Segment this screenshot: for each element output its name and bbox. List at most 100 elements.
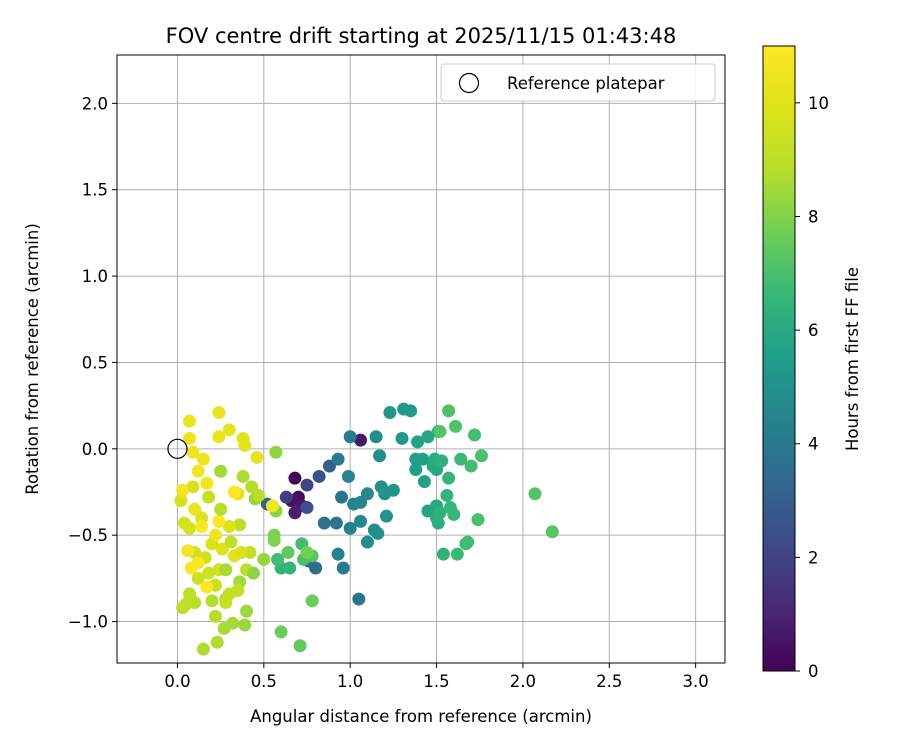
data-points	[174, 402, 559, 656]
data-point	[436, 547, 450, 561]
data-point	[176, 601, 190, 615]
data-point	[442, 404, 456, 418]
data-point	[227, 485, 241, 499]
data-point	[210, 635, 224, 649]
data-point	[279, 490, 293, 504]
data-point	[214, 464, 228, 478]
colorbar-tick-label: 10	[808, 94, 829, 113]
data-point	[454, 452, 468, 466]
data-point	[433, 506, 447, 520]
data-point	[343, 430, 357, 444]
x-tick-label: 2.0	[510, 672, 536, 691]
data-point	[471, 513, 485, 527]
data-point	[281, 545, 295, 559]
data-point	[181, 544, 195, 558]
data-point	[196, 452, 210, 466]
data-point	[528, 487, 542, 501]
data-point	[369, 430, 383, 444]
y-axis-ticks: −1.0 −0.5 0.0 0.5 1.0 1.5 2.0	[68, 94, 117, 632]
data-point	[238, 438, 252, 452]
reference-platepar-marker	[167, 438, 188, 459]
data-point	[234, 545, 248, 559]
data-point	[283, 561, 297, 575]
data-point	[331, 547, 345, 561]
data-point	[236, 469, 250, 483]
data-point	[386, 483, 400, 497]
x-tick-label: 0.0	[164, 672, 190, 691]
data-point	[300, 478, 314, 492]
legend-label: Reference platepar	[507, 74, 665, 93]
colorbar-ticks: 0 2 4 6 8 10	[795, 94, 829, 681]
data-point	[373, 449, 387, 463]
data-point	[240, 604, 254, 618]
axes-frame	[116, 54, 726, 664]
colorbar-tick-label: 2	[808, 548, 819, 567]
x-tick-label: 1.0	[337, 672, 363, 691]
data-point	[317, 516, 331, 530]
data-point	[257, 552, 271, 566]
data-point	[305, 594, 319, 608]
data-point	[200, 580, 214, 594]
data-point	[217, 621, 231, 635]
data-point	[336, 561, 350, 575]
data-point	[186, 480, 200, 494]
data-point	[312, 469, 326, 483]
legend-box	[440, 63, 716, 102]
data-point	[421, 430, 435, 444]
x-tick-label: 3.0	[683, 672, 709, 691]
data-point	[288, 506, 302, 520]
data-point	[191, 571, 205, 585]
grid	[117, 55, 725, 663]
data-point	[409, 463, 423, 477]
data-point	[474, 449, 488, 463]
colorbar-gradient	[762, 45, 796, 672]
data-point	[188, 502, 202, 516]
data-point	[447, 507, 461, 521]
data-point	[250, 450, 264, 464]
data-point	[271, 552, 285, 566]
data-point	[300, 501, 314, 515]
data-point	[252, 488, 266, 502]
data-point	[545, 525, 559, 539]
x-tick-label: 0.5	[251, 672, 277, 691]
data-point	[468, 428, 482, 442]
y-tick-label: 1.0	[82, 267, 108, 286]
data-point	[343, 521, 357, 535]
colorbar: 0 2 4 6 8 10 Hours from first FF file	[762, 45, 862, 681]
data-point	[442, 471, 456, 485]
y-axis-label: Rotation from reference (arcmin)	[23, 223, 42, 495]
data-point	[354, 514, 368, 528]
data-point	[208, 528, 222, 542]
data-point	[417, 475, 431, 489]
data-point	[461, 535, 475, 549]
data-point	[219, 563, 233, 577]
data-point	[360, 487, 374, 501]
data-point	[176, 483, 190, 497]
data-point	[245, 480, 259, 494]
data-point	[195, 520, 209, 534]
data-point	[202, 490, 216, 504]
data-point	[431, 516, 445, 530]
data-point	[183, 431, 197, 445]
data-point	[183, 414, 197, 428]
data-point	[212, 406, 226, 420]
legend: Reference platepar	[440, 63, 716, 102]
y-tick-label: 2.0	[82, 94, 108, 113]
data-point	[267, 533, 281, 547]
data-point	[331, 452, 345, 466]
data-point	[202, 566, 216, 580]
data-point	[219, 596, 233, 610]
data-point	[433, 425, 447, 439]
data-point	[265, 499, 279, 513]
data-point	[224, 535, 238, 549]
data-point	[341, 469, 355, 483]
data-point	[186, 445, 200, 459]
colorbar-label: Hours from first FF file	[843, 267, 862, 451]
y-tick-label: 0.0	[82, 440, 108, 459]
data-point	[360, 535, 374, 549]
data-point	[371, 526, 385, 540]
data-point	[212, 514, 226, 528]
data-point	[411, 435, 425, 449]
data-point	[352, 592, 366, 606]
data-point	[354, 495, 368, 509]
